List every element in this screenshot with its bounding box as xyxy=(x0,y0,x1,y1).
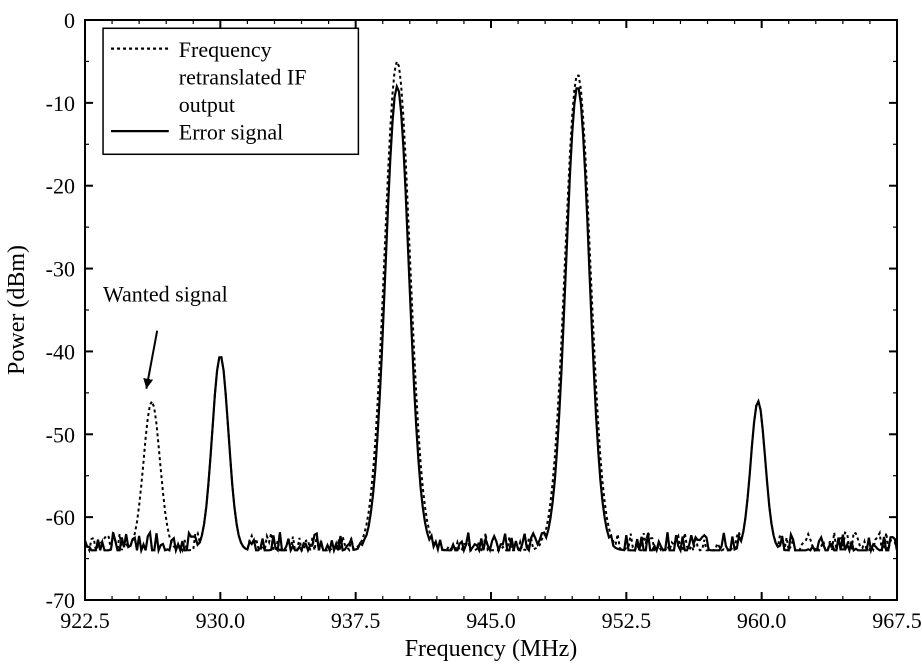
x-tick-label: 930.0 xyxy=(196,608,246,633)
y-tick-label: -50 xyxy=(46,422,75,447)
y-axis-label: Power (dBm) xyxy=(4,245,30,375)
y-tick-label: -20 xyxy=(46,174,75,199)
annotation-wanted-signal: Wanted signal xyxy=(103,282,228,307)
y-tick-label: -70 xyxy=(46,588,75,613)
legend-label: Error signal xyxy=(179,119,283,144)
legend-label: Frequency xyxy=(179,37,272,62)
y-tick-label: -10 xyxy=(46,91,75,116)
spectrum-chart: 922.5930.0937.5945.0952.5960.0967.50-10-… xyxy=(0,0,922,670)
chart-svg: 922.5930.0937.5945.0952.5960.0967.50-10-… xyxy=(0,0,922,670)
x-tick-label: 945.0 xyxy=(466,608,516,633)
y-tick-label: -40 xyxy=(46,339,75,364)
x-tick-label: 967.5 xyxy=(872,608,922,633)
y-tick-label: 0 xyxy=(64,8,75,33)
x-axis-label: Frequency (MHz) xyxy=(405,636,578,662)
x-tick-label: 960.0 xyxy=(737,608,787,633)
x-tick-label: 952.5 xyxy=(602,608,652,633)
x-tick-label: 937.5 xyxy=(331,608,381,633)
y-tick-label: -30 xyxy=(46,257,75,282)
y-tick-label: -60 xyxy=(46,505,75,530)
legend-label: retranslated IF xyxy=(179,64,307,89)
legend-label: output xyxy=(179,92,235,117)
